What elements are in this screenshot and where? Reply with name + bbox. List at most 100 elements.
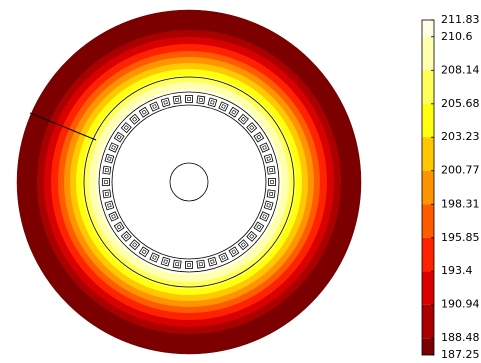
colorbar-segment [422, 338, 434, 355]
slot-inner [187, 97, 191, 101]
slot [263, 200, 274, 211]
colorbar-tick-label: 187.25 [441, 348, 480, 361]
slot [253, 221, 265, 233]
slot [108, 142, 119, 153]
slot [263, 153, 274, 164]
slot-inner [221, 104, 226, 109]
slot-inner [262, 145, 267, 150]
slot-inner [111, 214, 116, 219]
slot-inner [116, 224, 122, 230]
colorbar-tick-label: 205.68 [441, 97, 480, 110]
slot [266, 189, 276, 199]
slot [102, 178, 110, 186]
slot [120, 230, 132, 242]
slot-inner [175, 97, 180, 102]
colorbar-segment [422, 304, 434, 339]
colorbar-segment [422, 137, 434, 171]
colorbar-tick-label: 198.31 [441, 197, 480, 210]
slot [259, 142, 270, 153]
colorbar-segment [422, 204, 434, 238]
slot [138, 246, 150, 258]
slot [129, 113, 141, 125]
slot [185, 95, 193, 103]
slot [237, 239, 249, 251]
slot [160, 97, 171, 108]
colorbar-segment [422, 36, 434, 71]
colorbar-segment [422, 103, 434, 138]
slot-inner [187, 263, 191, 267]
slot-inner [269, 168, 274, 173]
slot-inner [152, 104, 157, 109]
slot-inner [123, 125, 129, 131]
slot [253, 131, 265, 143]
outer-edge [16, 9, 362, 355]
slot [138, 106, 150, 118]
slot-inner [104, 168, 109, 173]
slot [246, 122, 258, 134]
slot [259, 211, 270, 222]
slot [102, 165, 112, 175]
colorbar-segment [422, 237, 434, 272]
slot [104, 153, 115, 164]
slot [113, 131, 125, 143]
slot-inner [266, 203, 271, 208]
colorbar-tick-label: 210.6 [441, 30, 473, 43]
slot-inner [175, 262, 180, 267]
slot [160, 256, 171, 267]
slot-inner [116, 134, 122, 140]
slot-inner [231, 109, 237, 115]
slot [218, 101, 229, 112]
slot-inner [240, 242, 246, 248]
slot [218, 252, 229, 263]
slot-inner [152, 255, 157, 260]
slot-inner [210, 100, 215, 105]
slot-inner [163, 100, 168, 105]
colorbar-frame [421, 19, 435, 356]
slot [246, 230, 258, 242]
colorbar-tick-label: 195.85 [441, 231, 480, 244]
slot [129, 239, 141, 251]
slot-inner [132, 242, 138, 248]
slot [108, 211, 119, 222]
colorbar-tick-label: 200.77 [441, 164, 480, 177]
slot-inner [141, 109, 147, 115]
colorbar-tick-label: 193.4 [441, 264, 473, 277]
slot-inner [249, 233, 255, 239]
slot-inner [231, 249, 237, 255]
slot [185, 261, 193, 269]
slot [268, 178, 276, 186]
slot [228, 246, 240, 258]
slot [196, 95, 206, 105]
slot-inner [262, 214, 267, 219]
colorbar-tick-label: 203.23 [441, 130, 480, 143]
colorbar-segment [422, 271, 434, 305]
colorbar-segment [422, 170, 434, 205]
slot-inner [270, 180, 274, 184]
slot [104, 200, 115, 211]
slot-inner [210, 259, 215, 264]
slot-inner [104, 191, 109, 196]
colorbar-tick-label: 211.83 [441, 13, 480, 26]
slot-inner [256, 134, 262, 140]
slot-inner [221, 255, 226, 260]
shaft [169, 162, 209, 202]
colorbar-segment [422, 20, 434, 37]
slot [172, 95, 182, 105]
slot [237, 113, 249, 125]
slot-inner [104, 180, 108, 184]
colorbar-tick-label: 188.48 [441, 331, 480, 344]
slot [207, 256, 218, 267]
slot-inner [269, 191, 274, 196]
slot-inner [132, 116, 138, 122]
slot [172, 259, 182, 269]
slot [149, 101, 160, 112]
slot-inner [198, 97, 203, 102]
slot [120, 122, 132, 134]
slot-inner [141, 249, 147, 255]
cut-line [29, 112, 97, 141]
colorbar-segment [422, 70, 434, 104]
slot-inner [240, 116, 246, 122]
slot-inner [107, 203, 112, 208]
slot [113, 221, 125, 233]
